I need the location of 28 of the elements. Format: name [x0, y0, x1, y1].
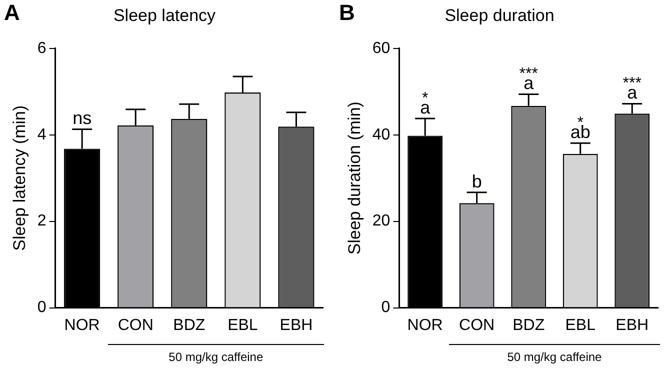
y-axis-title: Sleep latency (min) [10, 105, 29, 251]
x-tick-label: EBH [616, 316, 649, 334]
x-tick-label: BDZ [173, 316, 206, 334]
text: B [339, 0, 355, 26]
x-tick-label: EBL [228, 316, 258, 334]
x-tick-label: NOR [64, 316, 100, 334]
y-tick-label: 2 [37, 212, 46, 230]
y-tick-label: 0 [37, 299, 46, 316]
y-axis-title: Sleep duration (min) [344, 102, 364, 255]
x-tick-label: CON [459, 316, 495, 334]
x-tick-label: NOR [407, 316, 443, 334]
x-tick-label: CON [118, 316, 154, 334]
x-tick-label: EBL [565, 316, 596, 334]
y-tick-label: 20 [372, 212, 390, 230]
chart-title: Sleep duration [444, 6, 554, 25]
y-tick-label: 60 [372, 40, 390, 57]
x-tick-label: EBH [280, 316, 313, 334]
text: A [4, 0, 20, 26]
text: 50 mg/kg caffeine [168, 350, 264, 364]
text: 50 mg/kg caffeine [506, 350, 603, 364]
annotation: b [472, 171, 482, 192]
y-tick-label: 6 [37, 40, 46, 57]
x-tick-label: BDZ [512, 316, 545, 334]
annotation: ns [72, 108, 92, 128]
y-tick-label: 4 [37, 126, 46, 144]
y-tick-label: 0 [381, 299, 390, 316]
chart-title: Sleep latency [113, 6, 216, 25]
y-tick-label: 40 [372, 126, 390, 144]
